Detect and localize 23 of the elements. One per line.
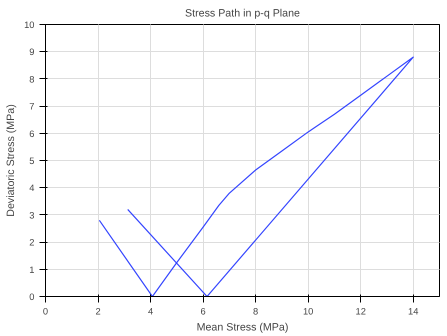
- y-tick-label: 8: [29, 74, 35, 84]
- x-axis-title: Mean Stress (MPa): [196, 322, 288, 334]
- y-tick-label: 10: [24, 20, 35, 30]
- y-tick-label: 1: [29, 264, 35, 275]
- x-tick-label: 6: [200, 306, 206, 316]
- x-tick-label: 4: [148, 306, 154, 316]
- y-axis-title: Deviatoric Stress (MPa): [5, 104, 18, 217]
- y-tick-label: 5: [29, 156, 35, 166]
- line-series: [98, 56, 414, 296]
- x-tick-label: 8: [253, 306, 258, 316]
- x-tick-label: 12: [356, 306, 366, 316]
- chart-title: Stress Path in p-q Plane: [185, 8, 300, 20]
- x-tick-label: 0: [42, 306, 48, 316]
- y-tick-label: 0: [29, 292, 35, 302]
- y-tick-label: 9: [29, 47, 35, 58]
- y-tick-label: 3: [29, 210, 35, 220]
- x-tick-label: 2: [95, 306, 101, 316]
- y-tick-label: 6: [29, 128, 35, 139]
- x-tick-label: 10: [302, 306, 314, 316]
- y-tick-label: 4: [29, 183, 35, 194]
- y-tick-label: 2: [29, 238, 35, 248]
- x-tick-label: 14: [408, 306, 418, 316]
- y-tick-label: 7: [29, 102, 35, 112]
